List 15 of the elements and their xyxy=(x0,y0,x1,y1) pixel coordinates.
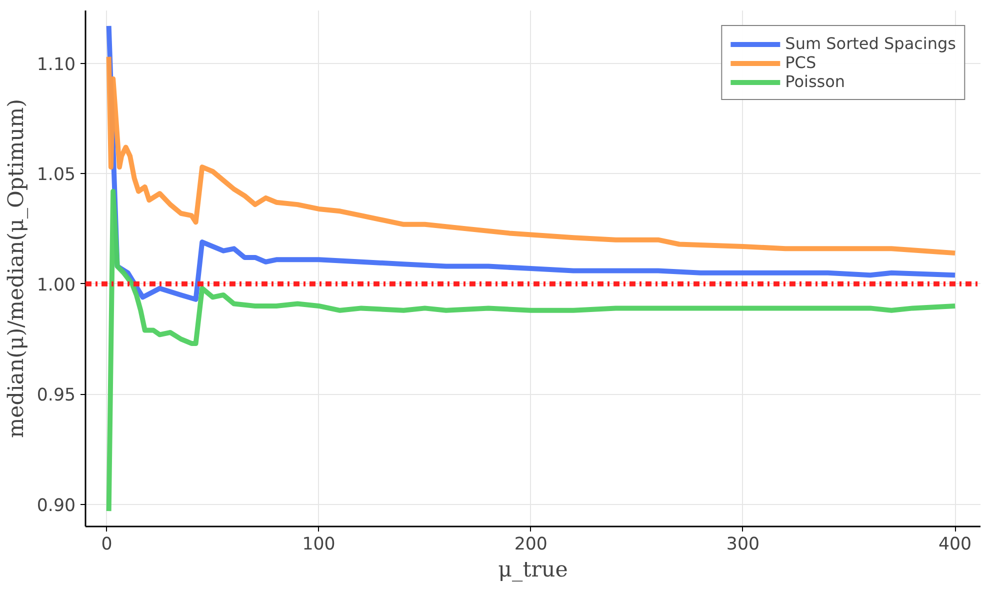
legend-label: Poisson xyxy=(785,72,846,91)
y-axis-title: median(μ)/median(μ_Optimum) xyxy=(4,98,29,438)
y-tick-label: 1.00 xyxy=(36,275,76,296)
x-tick-label: 200 xyxy=(514,534,548,554)
x-tick-label: 100 xyxy=(302,534,336,554)
y-tick-label: 1.10 xyxy=(36,54,76,75)
x-tick-label: 0 xyxy=(101,534,112,554)
x-tick-label: 400 xyxy=(938,534,972,554)
y-tick-label: 1.05 xyxy=(36,165,76,186)
legend-label: Sum Sorted Spacings xyxy=(785,34,956,53)
y-tick-label: 0.95 xyxy=(36,386,76,406)
x-tick-label: 300 xyxy=(726,534,760,554)
legend-label: PCS xyxy=(785,53,816,72)
x-axis-title: μ_true xyxy=(498,558,568,582)
y-tick-label: 0.90 xyxy=(36,496,76,516)
